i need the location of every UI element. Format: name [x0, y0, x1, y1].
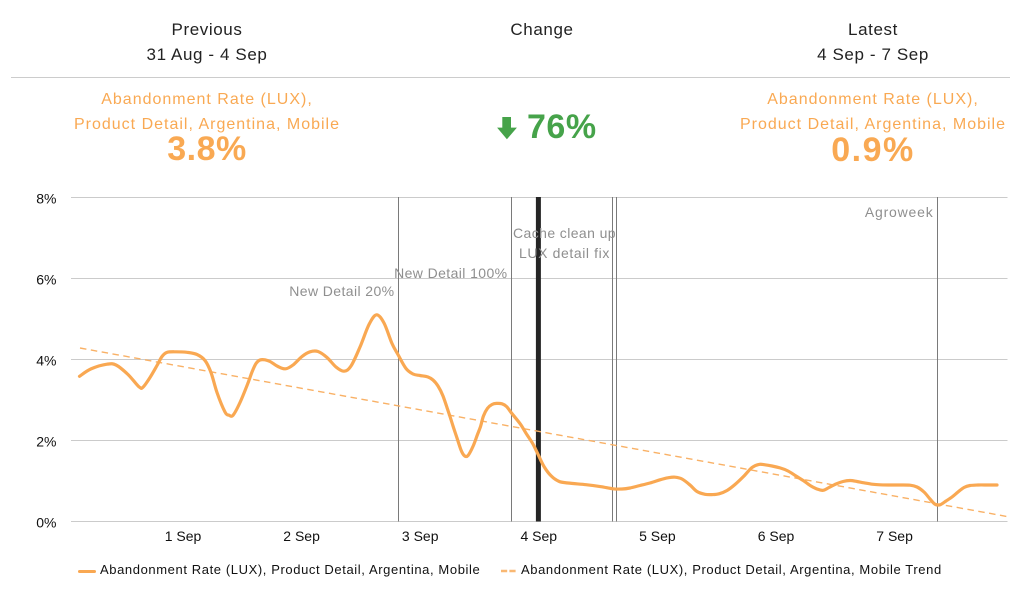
svg-text:1 Sep: 1 Sep	[165, 528, 202, 544]
svg-text:LUX detail fix: LUX detail fix	[519, 245, 610, 261]
svg-text:2 Sep: 2 Sep	[283, 528, 320, 544]
svg-text:Cache clean up: Cache clean up	[513, 225, 616, 241]
svg-text:New Detail 100%: New Detail 100%	[394, 265, 507, 281]
svg-text:0%: 0%	[36, 514, 56, 530]
svg-text:2%: 2%	[36, 433, 56, 449]
svg-text:4%: 4%	[36, 352, 56, 368]
svg-text:New Detail 20%: New Detail 20%	[289, 283, 394, 299]
svg-text:6 Sep: 6 Sep	[758, 528, 795, 544]
svg-text:4 Sep: 4 Sep	[521, 528, 558, 544]
svg-text:7 Sep: 7 Sep	[876, 528, 913, 544]
svg-text:6%: 6%	[36, 271, 56, 287]
svg-text:3 Sep: 3 Sep	[402, 528, 439, 544]
svg-text:8%: 8%	[36, 190, 56, 206]
svg-text:5 Sep: 5 Sep	[639, 528, 676, 544]
svg-text:Agroweek: Agroweek	[865, 204, 934, 220]
